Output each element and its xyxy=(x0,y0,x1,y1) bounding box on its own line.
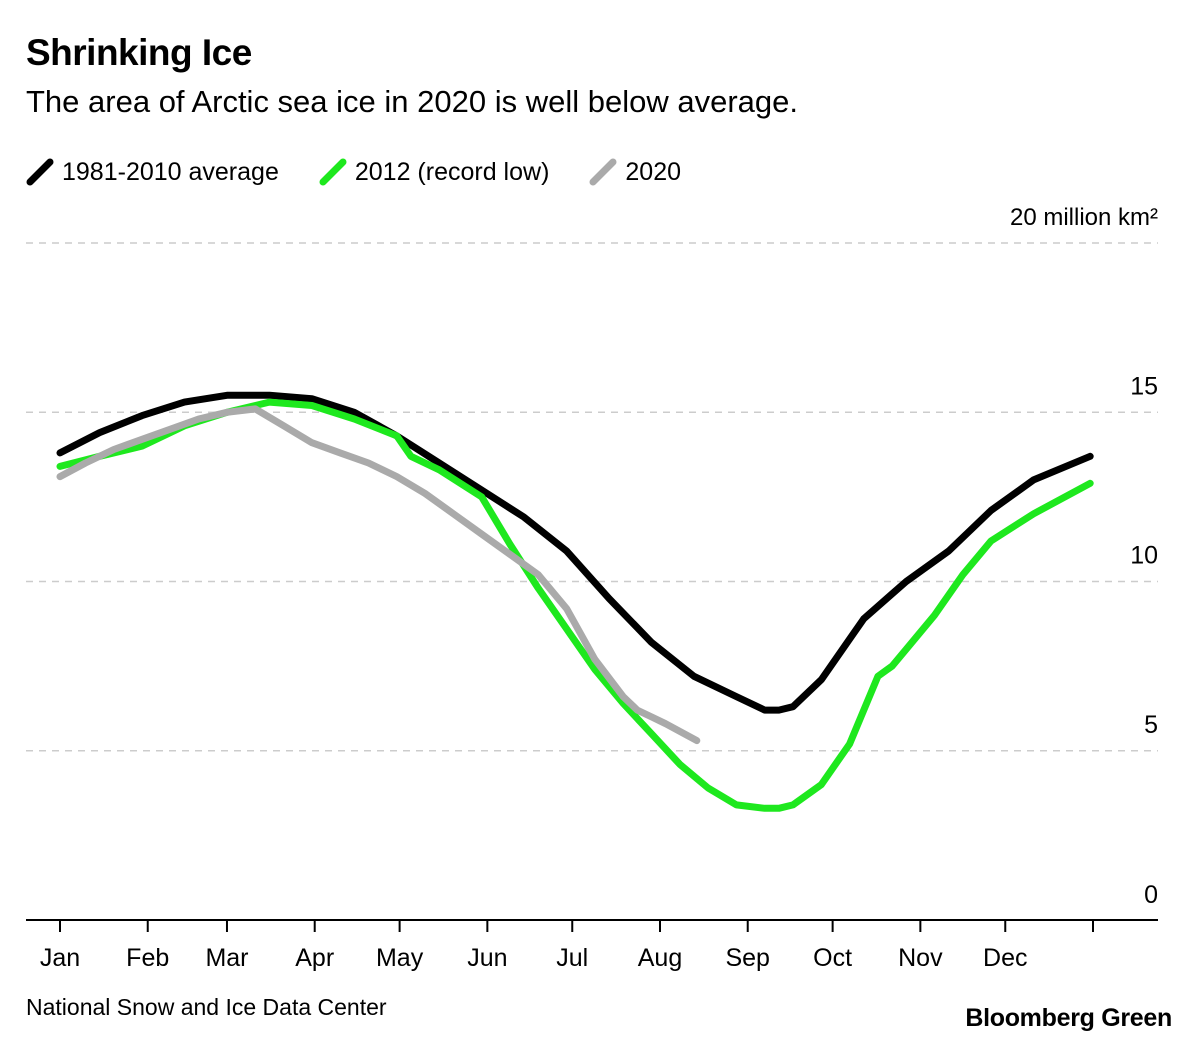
x-tick-label-jul: Jul xyxy=(556,944,588,972)
y-tick-label-10: 10 xyxy=(1130,542,1158,570)
x-axis: Jan Feb Mar Apr May Jun Jul Aug Sep Oct Nov Dec xyxy=(26,919,1158,972)
series-line-2 xyxy=(56,405,701,745)
x-tick-label-sep: Sep xyxy=(725,944,769,972)
legend-label-record-low: 2012 (record low) xyxy=(354,157,550,186)
x-tick-label-apr: Apr xyxy=(295,944,334,972)
y-axis-labels: 0 5 10 15 20 million km² xyxy=(1010,204,1158,909)
series-line-1 xyxy=(56,398,1094,812)
x-tick-label-mar: Mar xyxy=(205,944,248,972)
legend-swatch-record-low xyxy=(319,158,347,186)
chart-subtitle: The area of Arctic sea ice in 2020 is we… xyxy=(26,84,798,119)
y-tick-label-20: 20 million km² xyxy=(1010,204,1158,231)
legend-item-average: 1981-2010 average xyxy=(26,158,279,187)
legend-label-2020: 2020 xyxy=(625,157,682,186)
legend-swatch-average xyxy=(26,158,54,186)
legend: 1981-2010 average 2012 (record low) 2020 xyxy=(26,152,721,192)
y-tick-label-0: 0 xyxy=(1144,881,1158,909)
legend-label-average: 1981-2010 average xyxy=(62,157,279,186)
x-tick-label-oct: Oct xyxy=(813,944,852,972)
y-tick-label-5: 5 xyxy=(1144,711,1158,739)
gridlines xyxy=(26,242,1158,752)
x-tick-label-aug: Aug xyxy=(638,944,682,972)
chart-title: Shrinking Ice xyxy=(26,32,252,73)
x-tick-label-jan: Jan xyxy=(40,944,80,972)
legend-item-record-low: 2012 (record low) xyxy=(319,157,550,187)
series-line-0 xyxy=(56,391,1094,714)
legend-swatch-2020 xyxy=(589,158,617,186)
x-tick-label-dec: Dec xyxy=(983,944,1027,972)
source-note: National Snow and Ice Data Center xyxy=(26,994,387,1020)
x-tick-label-jun: Jun xyxy=(467,944,507,972)
series-lines xyxy=(56,391,1094,812)
brand-logo-text: Bloomberg Green xyxy=(965,1004,1172,1032)
legend-item-2020: 2020 xyxy=(589,158,681,187)
x-tick-label-may: May xyxy=(376,944,424,972)
x-tick-label-feb: Feb xyxy=(126,944,169,972)
x-tick-label-nov: Nov xyxy=(898,944,943,972)
y-tick-label-15: 15 xyxy=(1130,372,1158,400)
